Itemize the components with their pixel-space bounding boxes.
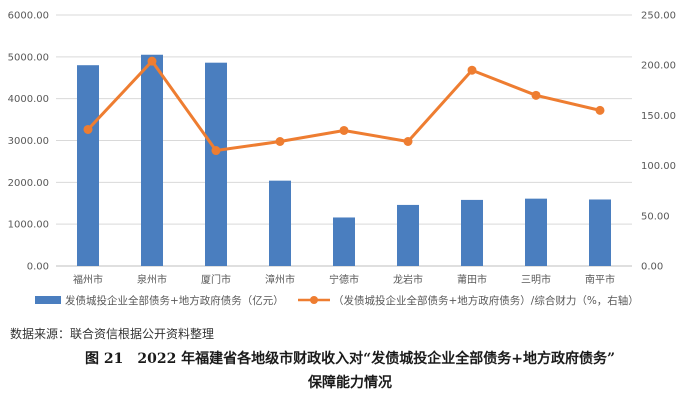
category-label: 三明市 bbox=[521, 273, 551, 286]
bar bbox=[333, 217, 355, 266]
legend: 发债城投企业全部债务+地方政府债务（亿元） （发债城投企业全部债务+地方政府债务… bbox=[35, 294, 639, 307]
category-labels: 福州市 泉州市 厦门市 漳州市 宁德市 龙岩市 莆田市 三明市 南平市 bbox=[73, 273, 615, 286]
caption-line-1: 图 21 2022 年福建省各地级市财政收入对“发债城投企业全部债务+地方政府债… bbox=[84, 351, 616, 367]
right-tick-label: 200.00 bbox=[641, 61, 676, 72]
category-label: 厦门市 bbox=[201, 273, 231, 286]
line-point bbox=[595, 105, 605, 115]
bar bbox=[269, 180, 291, 266]
right-tick-label: 100.00 bbox=[641, 161, 676, 172]
bar bbox=[589, 199, 611, 266]
figure-caption: 图 21 2022 年福建省各地级市财政收入对“发债城投企业全部债务+地方政府债… bbox=[0, 347, 700, 395]
left-tick-label: 3000.00 bbox=[8, 136, 49, 147]
line-point bbox=[467, 65, 477, 75]
source-note: 数据来源：联合资信根据公开资料整理 bbox=[10, 327, 215, 341]
bar bbox=[205, 62, 227, 266]
bar bbox=[141, 54, 163, 266]
bar bbox=[77, 65, 99, 266]
line-point bbox=[211, 146, 221, 156]
line-point bbox=[339, 125, 349, 135]
category-label: 漳州市 bbox=[265, 273, 295, 286]
right-tick-label: 150.00 bbox=[641, 111, 676, 122]
series-line bbox=[86, 59, 601, 153]
bar bbox=[461, 199, 483, 266]
left-tick-label: 2000.00 bbox=[8, 178, 49, 189]
left-tick-label: 1000.00 bbox=[8, 220, 49, 231]
right-tick-label: 0.00 bbox=[641, 262, 663, 273]
caption-line-2: 保障能力情况 bbox=[308, 375, 392, 391]
category-label: 泉州市 bbox=[137, 273, 167, 286]
legend-bar-label: 发债城投企业全部债务+地方政府债务（亿元） bbox=[65, 294, 284, 307]
line-point bbox=[403, 137, 413, 147]
legend-line-marker bbox=[310, 296, 318, 304]
chart: 0.00 1000.00 2000.00 3000.00 4000.00 5000.00 6… bbox=[8, 11, 676, 308]
category-label: 南平市 bbox=[585, 273, 615, 286]
line-series bbox=[83, 56, 605, 156]
line-point bbox=[83, 124, 93, 134]
bar-series bbox=[77, 54, 611, 266]
line-point bbox=[147, 56, 157, 66]
right-axis-tick-labels: 0.00 50.00 100.00 150.00 200.00 250.00 bbox=[641, 11, 676, 273]
left-tick-label: 5000.00 bbox=[8, 52, 49, 63]
bar bbox=[525, 198, 547, 266]
right-tick-label: 250.00 bbox=[641, 11, 676, 22]
left-tick-label: 4000.00 bbox=[8, 94, 49, 105]
legend-line-label: （发债城投企业全部债务+地方政府债务）/综合财力（%，右轴） bbox=[333, 294, 639, 307]
category-label: 龙岩市 bbox=[393, 273, 423, 286]
category-label: 宁德市 bbox=[329, 273, 359, 286]
line-point bbox=[531, 90, 541, 100]
left-tick-label: 0.00 bbox=[27, 262, 49, 273]
left-axis-tick-labels: 0.00 1000.00 2000.00 3000.00 4000.00 5000.00 6… bbox=[8, 11, 49, 273]
line-point bbox=[275, 137, 285, 147]
category-label: 福州市 bbox=[73, 273, 103, 286]
category-label: 莆田市 bbox=[457, 273, 487, 286]
legend-bar-swatch bbox=[35, 296, 61, 304]
right-tick-label: 50.00 bbox=[641, 211, 670, 222]
left-tick-label: 6000.00 bbox=[8, 11, 49, 22]
bar bbox=[397, 204, 419, 266]
